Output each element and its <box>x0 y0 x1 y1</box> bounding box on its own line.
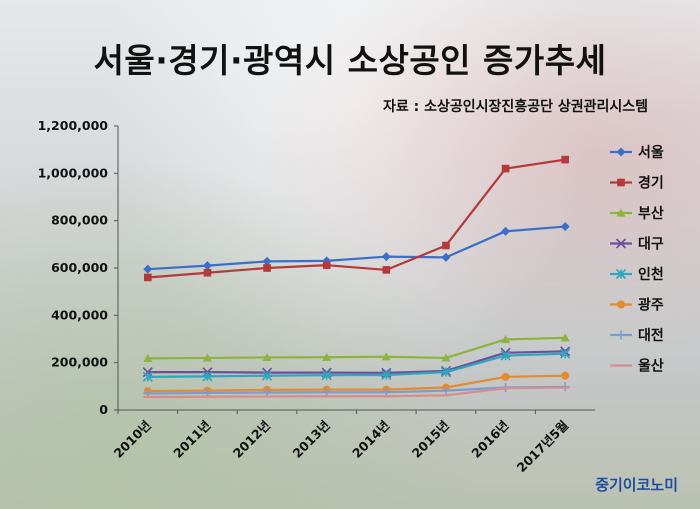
data-point <box>500 350 511 361</box>
data-point <box>321 370 332 381</box>
data-point <box>501 164 510 173</box>
x-tick-label: 2015년 <box>409 418 452 461</box>
legend-marker <box>615 238 627 249</box>
brand-logo-text: 중기이코노미 <box>595 476 678 494</box>
y-tick-label: 1,200,000 <box>38 118 109 133</box>
legend-marker <box>615 268 627 280</box>
x-tick-label: 2016년 <box>468 418 511 461</box>
legend-marker <box>616 147 626 157</box>
y-tick-label: 1,000,000 <box>38 165 109 180</box>
series-line-6 <box>147 374 566 393</box>
y-tick-label: 200,000 <box>51 355 108 370</box>
data-point <box>441 353 451 362</box>
legend-label: 경기 <box>638 175 664 192</box>
data-point <box>440 367 452 378</box>
series-line-5 <box>147 352 566 378</box>
page-title: 서울·경기·광역시 소상공인 증가추세 <box>93 41 607 80</box>
data-point <box>142 367 153 378</box>
data-point <box>381 252 391 262</box>
y-tick-label: 800,000 <box>51 213 108 228</box>
legend-label: 부산 <box>638 205 664 222</box>
y-tick-label: 0 <box>99 402 108 417</box>
source-note: 자료 : 소상공인시장진흥공단 상권관리시스템 <box>383 99 648 115</box>
data-point <box>560 348 571 359</box>
data-point <box>144 273 152 282</box>
data-point <box>501 226 511 236</box>
legend-label: 인천 <box>638 266 664 283</box>
data-point <box>560 222 570 232</box>
y-tick-label: 600,000 <box>51 260 108 275</box>
x-tick-label: 2012년 <box>230 418 273 461</box>
data-point <box>382 266 391 274</box>
data-point <box>262 352 272 362</box>
data-point <box>561 155 569 164</box>
y-tick-label: 400,000 <box>51 307 108 322</box>
data-point <box>262 256 272 266</box>
legend-marker <box>617 178 625 187</box>
series-line-4 <box>147 350 566 374</box>
data-point <box>322 352 332 361</box>
x-tick-label: 2010년 <box>111 418 154 461</box>
data-point <box>263 264 271 272</box>
series-line-8 <box>147 386 566 399</box>
legend-label: 광주 <box>638 297 664 314</box>
series-line-3 <box>147 336 566 360</box>
legend-marker <box>616 330 626 340</box>
data-point <box>202 261 212 271</box>
data-point <box>560 333 570 342</box>
data-point <box>322 261 331 269</box>
legend-label: 울산 <box>638 358 664 375</box>
data-point <box>381 369 392 381</box>
data-point <box>441 252 451 262</box>
x-tick-label: 2013년 <box>289 418 332 461</box>
legend-label: 대구 <box>638 237 664 253</box>
x-tick-label: 2011년 <box>170 418 213 461</box>
data-point <box>501 334 511 344</box>
data-point <box>142 371 153 382</box>
data-point <box>202 353 212 362</box>
data-point <box>501 372 510 381</box>
x-tick-label: 2017년5월 <box>514 418 572 476</box>
data-point <box>442 241 450 250</box>
data-point <box>441 386 451 396</box>
legend-marker <box>617 300 625 309</box>
data-point <box>202 371 213 382</box>
series-line-1 <box>147 225 566 271</box>
series-line-7 <box>147 385 566 395</box>
data-point <box>561 371 570 380</box>
legend-marker <box>616 208 626 217</box>
data-point <box>261 370 273 381</box>
data-point <box>143 353 153 363</box>
data-point <box>203 268 212 277</box>
series-line-2 <box>147 158 566 279</box>
legend-label: 대전 <box>638 327 664 344</box>
data-point <box>381 352 391 361</box>
x-tick-label: 2014년 <box>349 418 392 461</box>
data-point <box>143 264 153 274</box>
legend-label: 서울 <box>638 144 664 161</box>
